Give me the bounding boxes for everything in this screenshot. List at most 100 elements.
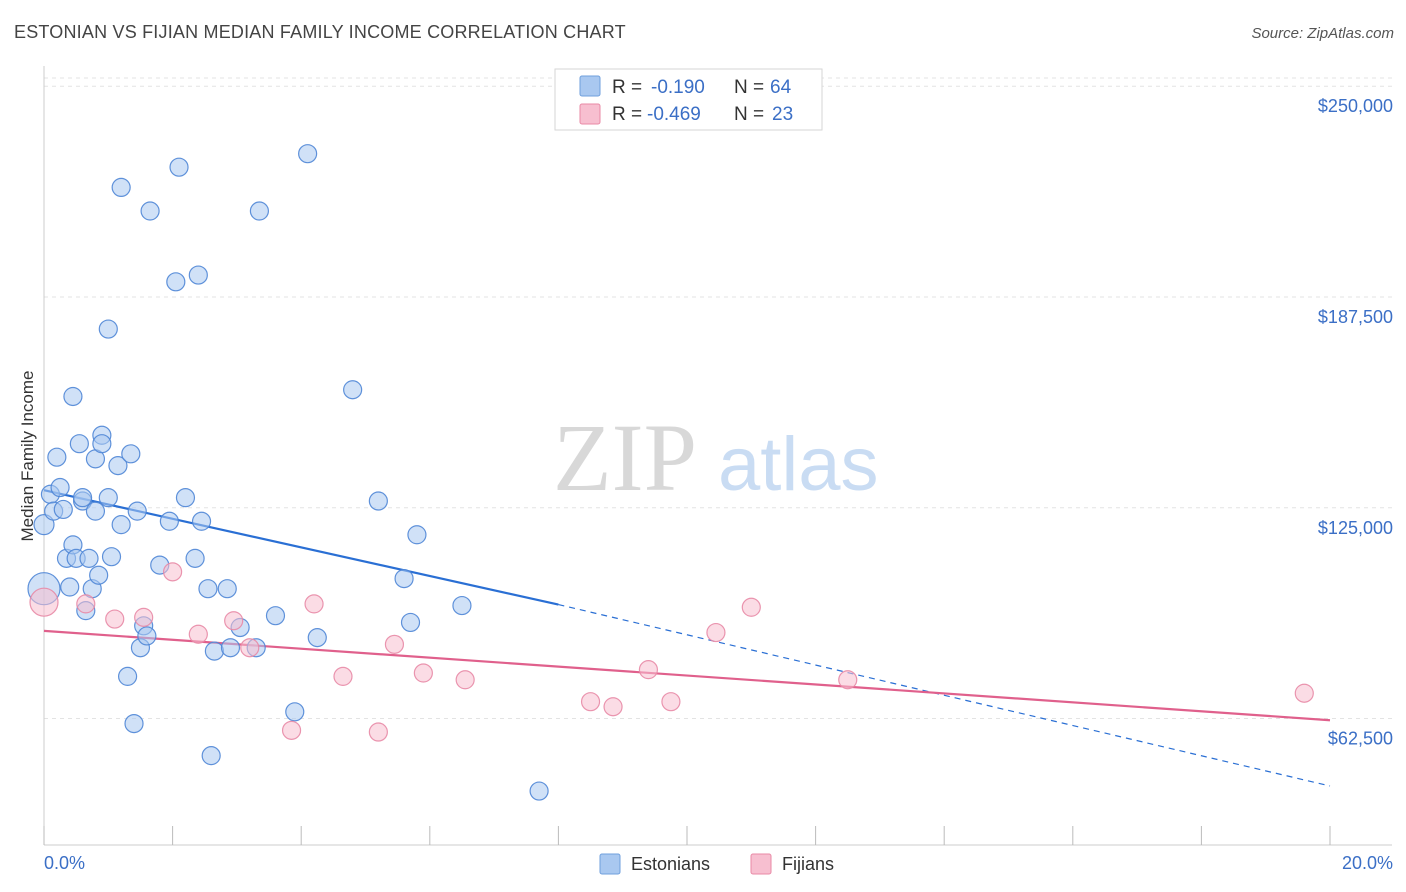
series-legend: Estonians Fijians <box>599 853 834 875</box>
estonians-point <box>50 477 70 498</box>
estonians-point <box>33 514 55 536</box>
fijians-point <box>333 666 353 686</box>
fijians-point <box>188 624 208 644</box>
estonians-point <box>92 434 112 454</box>
fijians-point <box>661 692 681 712</box>
x-tick-label-right: 20.0% <box>1342 853 1393 873</box>
estonians-point <box>204 641 224 661</box>
fijians-point <box>240 638 260 658</box>
estonians-point <box>175 488 196 508</box>
estonians-point <box>121 444 141 464</box>
fijians-point <box>741 597 761 617</box>
estonians-point <box>101 547 122 567</box>
legend-swatch-fijians <box>579 103 601 125</box>
estonians-point <box>98 488 118 508</box>
series-legend-swatch-estonians <box>599 853 621 875</box>
fijians-point <box>1294 683 1314 703</box>
y-tick-labels: $250,000 $187,500 $125,000 $62,500 <box>1318 96 1393 748</box>
y-tick-label: $250,000 <box>1318 96 1393 116</box>
fijians-point <box>838 670 858 690</box>
estonians-point <box>137 626 157 646</box>
estonians-point <box>166 272 186 292</box>
estonians-point <box>53 499 73 520</box>
series-legend-label-fijians: Fijians <box>782 854 834 874</box>
estonians-point <box>111 515 131 535</box>
estonians-point <box>220 638 241 658</box>
legend-r-label-fijians: R = <box>612 104 642 125</box>
y-tick-label: $62,500 <box>1328 729 1393 749</box>
series-legend-label-estonians: Estonians <box>631 854 710 874</box>
fijians-point <box>224 611 244 631</box>
legend-r-label-estonians: R = <box>612 77 642 98</box>
estonians-point <box>407 525 427 545</box>
estonians-point <box>368 491 388 511</box>
watermark-zip: ZIP <box>553 404 697 511</box>
fijians-point <box>455 670 475 690</box>
estonians-point <box>307 628 327 648</box>
estonians-point <box>191 511 212 531</box>
fijians-point <box>368 722 388 742</box>
legend-n-value-estonians: 64 <box>770 77 792 98</box>
fijians-point <box>384 634 405 654</box>
fijians-point <box>413 663 433 683</box>
estonians-point <box>217 579 237 599</box>
x-tick-label-left: 0.0% <box>44 853 85 873</box>
estonians-point <box>63 386 83 407</box>
estonians-point <box>265 606 286 626</box>
legend-n-value-fijians: 23 <box>772 104 793 125</box>
watermark: ZIP atlas <box>553 404 879 511</box>
estonians-point <box>60 577 80 597</box>
fijians-point <box>134 607 154 627</box>
y-tick-label: $125,000 <box>1318 518 1393 538</box>
legend-r-value-fijians: -0.469 <box>647 104 701 125</box>
estonians-point <box>185 548 205 568</box>
estonians-point <box>127 501 147 521</box>
fijians-point <box>281 720 302 740</box>
estonians-point <box>188 265 208 285</box>
estonians-point <box>169 157 189 177</box>
legend-swatch-estonians <box>579 75 601 97</box>
estonians-point <box>394 568 414 589</box>
y-tick-label: $187,500 <box>1318 307 1393 327</box>
estonians-point <box>111 177 131 198</box>
estonians-point <box>201 746 221 766</box>
legend-n-label-fijians: N = <box>734 104 764 125</box>
fijians-point <box>580 692 601 712</box>
estonians-point <box>452 595 472 616</box>
source-label: Source: ZipAtlas.com <box>1251 25 1394 42</box>
watermark-atlas: atlas <box>718 422 879 507</box>
estonians-point <box>79 548 99 568</box>
estonians-trend-extension <box>558 603 1331 787</box>
fijians-point <box>76 594 96 614</box>
fijians-point <box>603 697 623 717</box>
estonians-point <box>343 380 363 400</box>
estonians-point <box>117 666 138 686</box>
estonians-point <box>98 319 118 339</box>
estonians-point <box>47 447 67 467</box>
estonians-point <box>89 565 109 585</box>
estonians-point <box>249 201 270 221</box>
estonians-point <box>85 501 106 521</box>
estonians-point <box>529 781 549 801</box>
estonians-point <box>198 579 218 599</box>
estonians-point <box>298 144 318 164</box>
trend-lines <box>43 489 1331 787</box>
fijians-point <box>105 609 125 629</box>
estonians-point <box>159 511 179 531</box>
correlation-legend: R = -0.190 N = 64 R = -0.469 N = 23 <box>554 68 823 131</box>
estonians-point <box>140 201 160 221</box>
legend-r-value-estonians: -0.190 <box>651 77 705 98</box>
estonians-point <box>72 488 93 508</box>
y-axis-title: Median Family Income <box>18 370 37 541</box>
estonians-point <box>285 702 305 722</box>
estonians-point <box>400 612 421 633</box>
chart-title: ESTONIAN VS FIJIAN MEDIAN FAMILY INCOME … <box>14 22 626 42</box>
fijians-point <box>163 562 183 582</box>
data-points <box>27 144 1314 801</box>
legend-n-label-estonians: N = <box>734 77 764 98</box>
x-ticks <box>43 826 1331 845</box>
estonians-point <box>124 713 144 734</box>
fijians-point <box>638 660 659 680</box>
estonians-point <box>69 434 89 454</box>
